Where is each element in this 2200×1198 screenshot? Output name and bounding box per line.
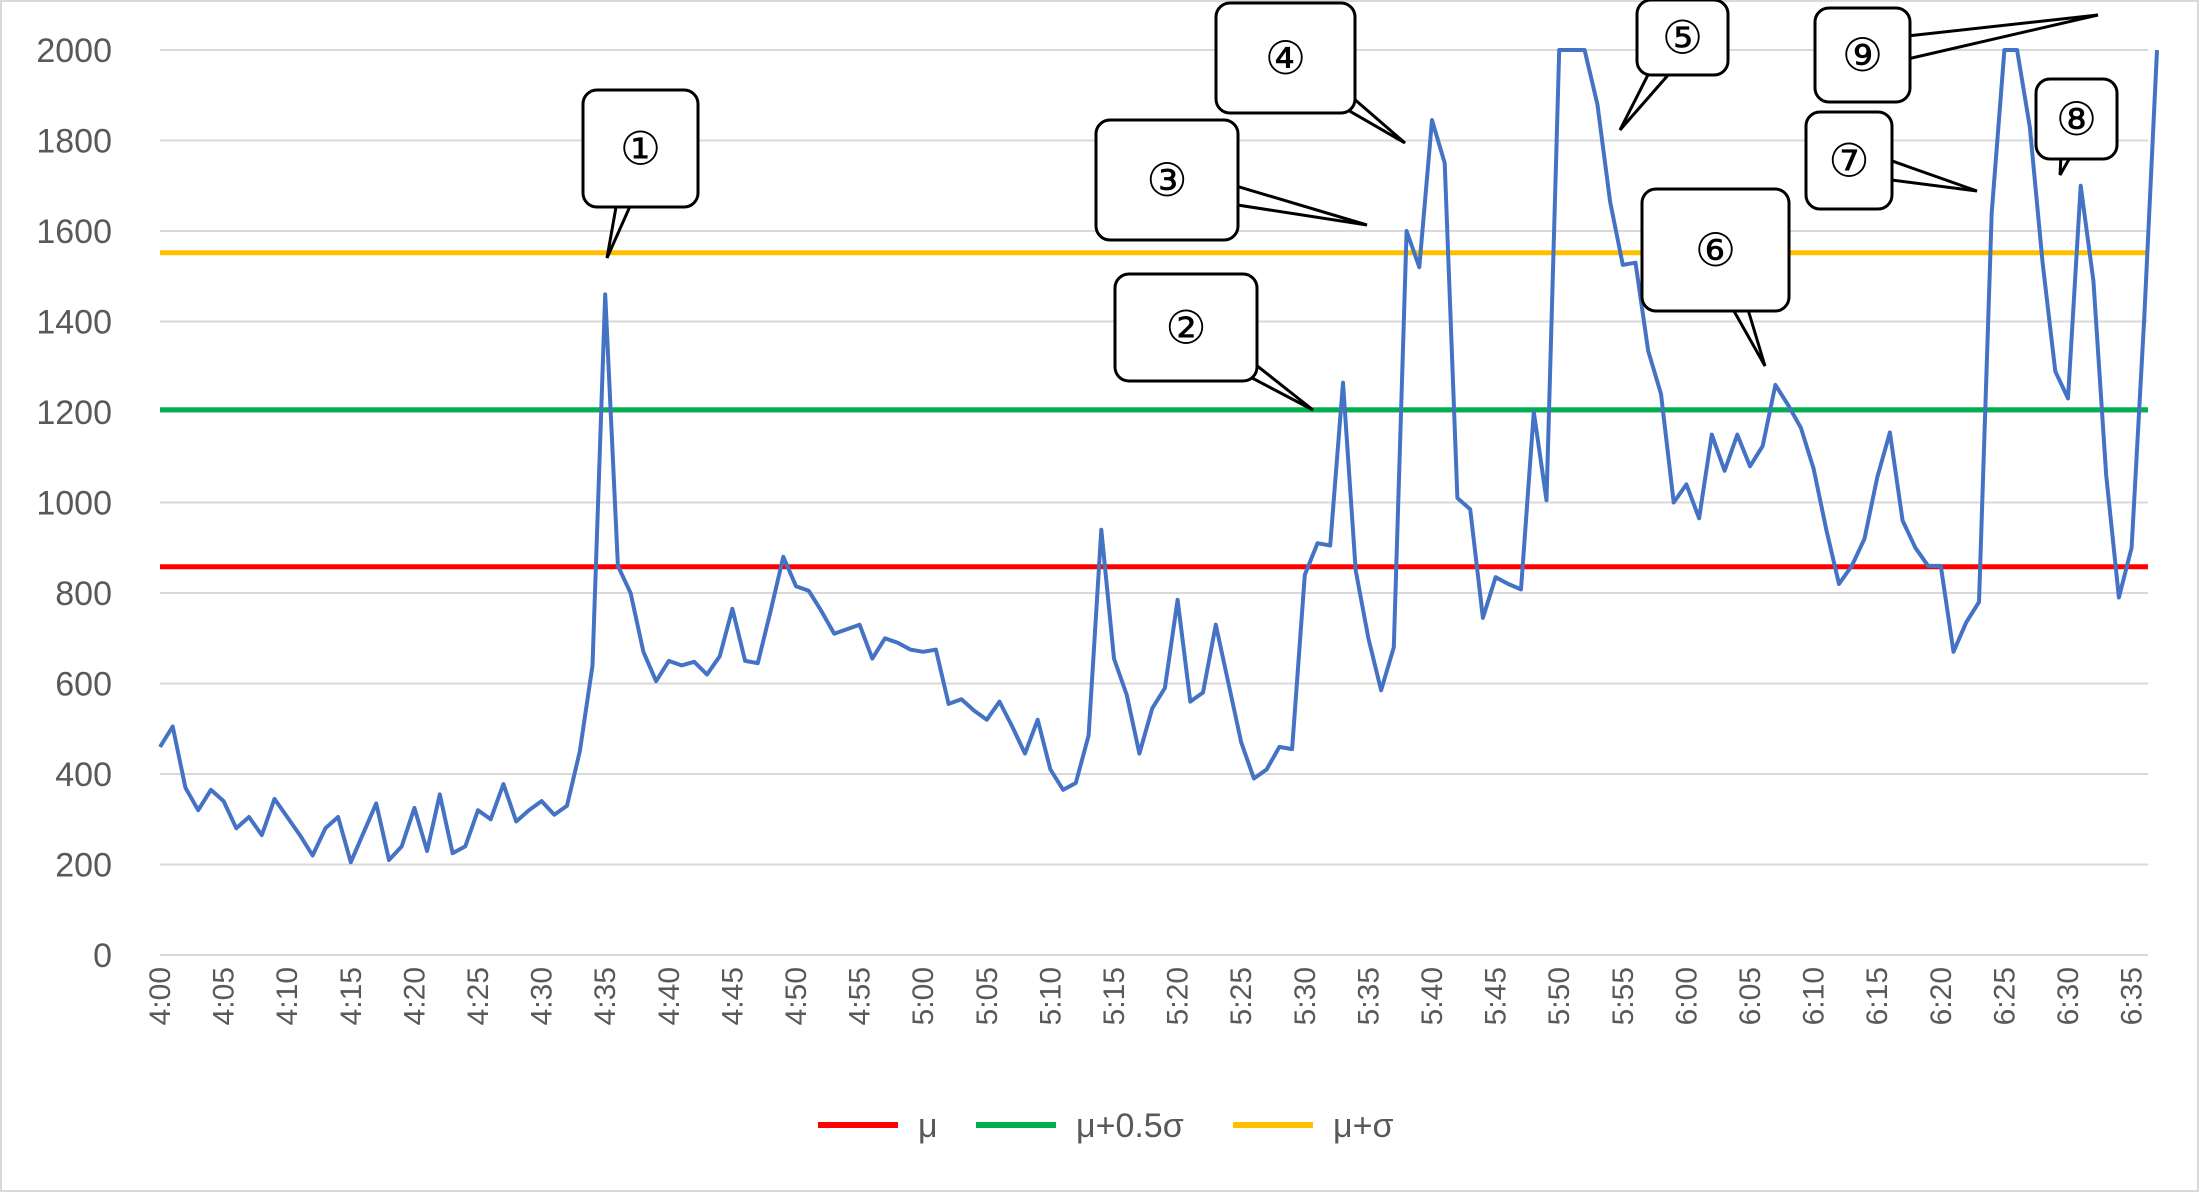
x-tick-label: 6:00: [1670, 967, 1703, 1025]
x-tick-label: 4:25: [462, 967, 495, 1025]
y-tick-label: 1400: [36, 304, 112, 342]
callout-label: ②: [1165, 301, 1206, 355]
y-tick-label: 2000: [36, 32, 112, 70]
legend-item: μ+σ: [1233, 1107, 1393, 1145]
x-tick-label: 5:15: [1098, 967, 1131, 1025]
callout-box: [1113, 272, 1259, 383]
x-tick-label: 4:55: [844, 967, 877, 1025]
x-tick-label: 5:35: [1352, 967, 1385, 1025]
callout-box: [1804, 110, 1894, 211]
x-tick-label: 5:05: [971, 967, 1004, 1025]
x-tick-label: 6:15: [1861, 967, 1894, 1025]
annotation-callout: ③: [1094, 118, 1368, 242]
x-tick-label: 6:35: [2116, 967, 2149, 1025]
annotation-callout: ②: [1113, 272, 1314, 412]
y-tick-label: 1000: [36, 485, 112, 523]
y-tick-label: 0: [93, 937, 112, 975]
x-tick-label: 4:10: [271, 967, 304, 1025]
x-tick-label: 6:20: [1925, 967, 1958, 1025]
legend-label: μ+σ: [1333, 1107, 1393, 1145]
legend-label: μ: [918, 1107, 938, 1145]
x-tick-label: 4:15: [335, 967, 368, 1025]
callout-box: [581, 88, 700, 209]
y-axis-ticks: 0 200 400 600 800 1000 1200 1400 1600 1800 2000: [36, 32, 112, 975]
callout-box: [1094, 118, 1240, 242]
annotation-callouts: ① ② ③ ④ ⑤ ⑥ ⑦ ⑧ ⑨: [581, 0, 2119, 412]
x-tick-label: 4:35: [589, 967, 622, 1025]
x-tick-label: 4:30: [526, 967, 559, 1025]
annotation-callout: ⑧: [2034, 77, 2119, 176]
series-layer: [158, 48, 2159, 865]
callout-label: ⑤: [1662, 11, 1703, 65]
x-tick-label: 6:25: [1988, 967, 2021, 1025]
x-tick-label: 4:45: [716, 967, 749, 1025]
callout-label: ③: [1146, 153, 1187, 207]
x-tick-label: 5:30: [1289, 967, 1322, 1025]
x-tick-label: 5:50: [1543, 967, 1576, 1025]
x-axis-ticks: 4:00 4:05 4:10 4:15 4:20 4:25 4:30 4:35 4:40 4:45…: [144, 967, 2149, 1025]
y-tick-label: 1600: [36, 213, 112, 251]
y-tick-label: 200: [55, 847, 112, 885]
legend: μ μ+0.5σ μ+σ: [818, 1107, 1393, 1145]
x-tick-label: 6:05: [1734, 967, 1767, 1025]
x-tick-label: 5:10: [1034, 967, 1067, 1025]
x-tick-label: 6:10: [1798, 967, 1831, 1025]
callout-box: [2034, 77, 2119, 161]
x-tick-label: 4:40: [653, 967, 686, 1025]
legend-label: μ+0.5σ: [1076, 1107, 1184, 1145]
annotation-callout: ⑦: [1804, 110, 1978, 211]
x-tick-label: 4:20: [398, 967, 431, 1025]
callout-label: ①: [620, 122, 661, 176]
legend-item: μ+0.5σ: [976, 1107, 1184, 1145]
y-tick-label: 400: [55, 756, 112, 794]
series-line-main: [158, 48, 2159, 865]
x-tick-label: 4:50: [780, 967, 813, 1025]
annotation-callout: ①: [581, 88, 700, 259]
x-tick-label: 5:55: [1607, 967, 1640, 1025]
annotation-callout: ④: [1214, 1, 1406, 145]
x-tick-label: 5:00: [907, 967, 940, 1025]
x-tick-label: 5:45: [1480, 967, 1513, 1025]
x-tick-label: 4:05: [208, 967, 241, 1025]
callout-box: [1635, 0, 1730, 77]
callout-label: ④: [1265, 31, 1306, 85]
x-tick-label: 6:30: [2052, 967, 2085, 1025]
x-tick-label: 5:25: [1225, 967, 1258, 1025]
callout-box: [1640, 187, 1791, 313]
callout-label: ⑦: [1828, 134, 1869, 188]
annotation-callout: ⑨: [1813, 6, 2099, 104]
x-tick-label: 4:00: [144, 967, 177, 1025]
x-tick-label: 5:40: [1416, 967, 1449, 1025]
callout-label: ⑥: [1695, 223, 1736, 277]
legend-item: μ: [818, 1107, 938, 1145]
y-tick-label: 600: [55, 666, 112, 704]
annotation-callout: ⑤: [1618, 0, 1730, 131]
callout-label: ⑧: [2056, 92, 2097, 146]
annotation-callout: ⑥: [1640, 187, 1791, 367]
x-tick-label: 5:20: [1162, 967, 1195, 1025]
callout-box: [1214, 1, 1357, 115]
y-tick-label: 1800: [36, 123, 112, 161]
callout-label: ⑨: [1842, 28, 1883, 82]
callout-box: [1813, 6, 1912, 104]
y-tick-label: 1200: [36, 394, 112, 432]
y-tick-label: 800: [55, 575, 112, 613]
